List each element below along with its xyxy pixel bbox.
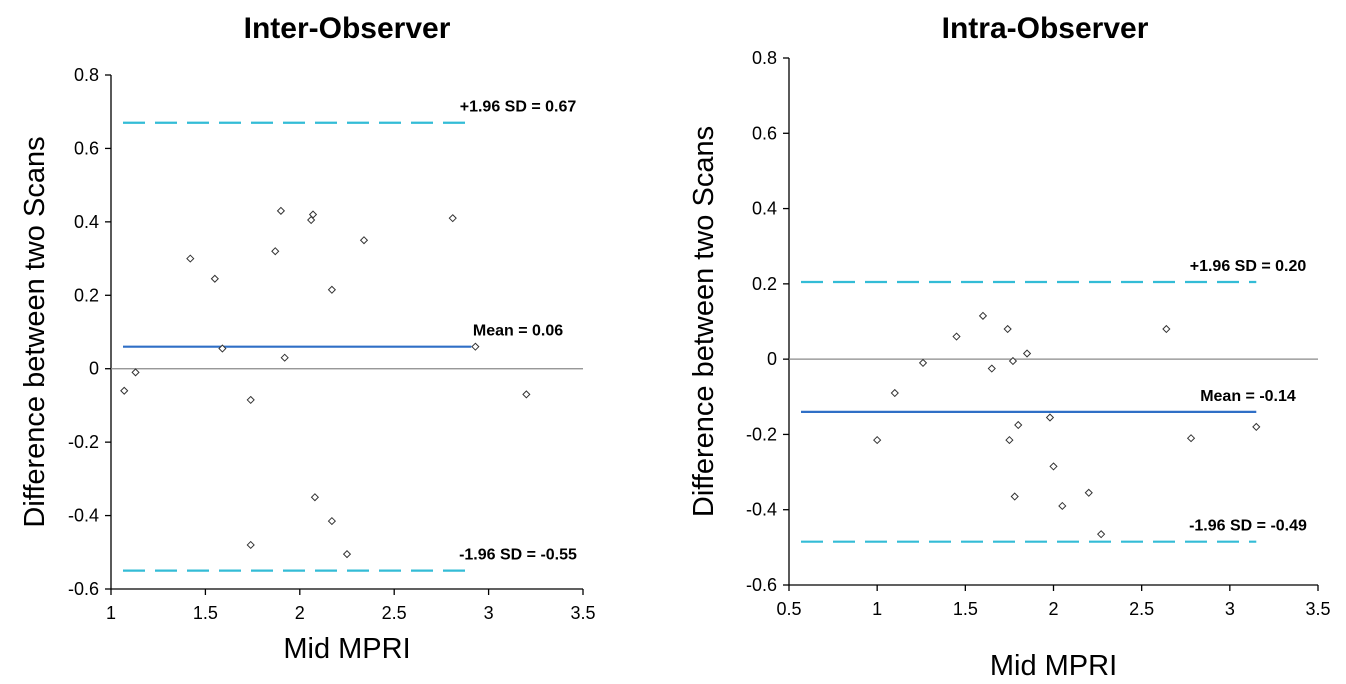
data-point xyxy=(342,550,352,559)
upper-limit-label: +1.96 SD = 0.67 xyxy=(460,99,577,116)
x-tick-label: 1.5 xyxy=(193,603,218,623)
y-tick-label: -0.6 xyxy=(68,579,99,599)
y-tick-label: 0.4 xyxy=(752,199,777,219)
y-tick-label: 0.2 xyxy=(74,285,99,305)
data-point xyxy=(952,332,961,341)
x-tick-label: 2 xyxy=(295,603,305,623)
data-point xyxy=(120,386,129,395)
data-point xyxy=(1010,492,1019,501)
data-point xyxy=(327,285,337,294)
data-point xyxy=(1022,349,1032,358)
x-tick-label: 3 xyxy=(1225,599,1235,619)
data-point xyxy=(890,388,899,398)
data-point xyxy=(280,353,289,362)
x-tick-label: 1 xyxy=(106,603,116,623)
data-point xyxy=(246,395,255,405)
x-tick-label: 1.5 xyxy=(953,599,978,619)
y-tick-label: 0.4 xyxy=(74,212,99,232)
y-tick-label: 0 xyxy=(89,359,99,379)
x-axis-title: Mid MPRI xyxy=(990,650,1117,682)
mean-label: Mean = 0.06 xyxy=(473,323,563,340)
data-point xyxy=(1008,356,1018,366)
data-point xyxy=(131,368,140,377)
chart-title: Inter-Observer xyxy=(244,12,451,45)
chart-panel-intra-observer: Intra-Observer 0.8 0.6 0.4 0.2 0 -0.2 -0.4 -0.6 0… xyxy=(688,12,1331,682)
data-point xyxy=(1084,488,1093,497)
y-tick-label: 0 xyxy=(767,349,777,369)
data-point xyxy=(1005,435,1014,445)
upper-limit-label: +1.96 SD = 0.20 xyxy=(1190,258,1307,275)
data-point xyxy=(271,247,280,256)
data-point xyxy=(1252,422,1261,432)
y-tick-label: -0.2 xyxy=(68,432,99,452)
mean-label: Mean = -0.14 xyxy=(1200,388,1296,405)
data-point xyxy=(987,364,996,373)
data-point xyxy=(471,342,480,351)
y-tick-label: 0.2 xyxy=(752,274,777,294)
x-tick-label: 0.5 xyxy=(776,599,801,619)
data-point xyxy=(1014,420,1023,430)
x-tick-label: 2.5 xyxy=(382,603,407,623)
lower-limit-label: -1.96 SD = -0.55 xyxy=(459,547,577,564)
data-point xyxy=(1058,501,1067,511)
x-tick-label: 3.5 xyxy=(1305,599,1330,619)
x-tick-label: 1 xyxy=(872,599,882,619)
x-tick-label: 2 xyxy=(1048,599,1058,619)
data-point xyxy=(1162,324,1171,334)
y-tick-label: -0.4 xyxy=(68,506,99,526)
data-point xyxy=(307,215,316,225)
data-point xyxy=(246,540,255,550)
y-tick-label: 0.6 xyxy=(752,123,777,143)
lower-limit-label: -1.96 SD = -0.49 xyxy=(1189,518,1307,535)
data-point xyxy=(873,435,882,445)
chart-panel-inter-observer: Inter-Observer 0.8 0.6 0.4 0.2 0 -0.2 -0.4 -0.6 1… xyxy=(19,12,596,665)
data-point xyxy=(1045,413,1055,422)
data-point xyxy=(522,390,531,399)
x-axis-title: Mid MPRI xyxy=(283,633,410,665)
data-point xyxy=(310,493,320,502)
y-tick-label: -0.2 xyxy=(746,424,777,444)
data-point xyxy=(918,358,928,368)
data-point xyxy=(359,236,369,245)
data-point xyxy=(308,210,318,219)
data-point xyxy=(448,214,457,223)
y-tick-label: 0.8 xyxy=(74,65,99,85)
y-tick-label: -0.6 xyxy=(746,575,777,595)
data-point xyxy=(1049,462,1058,471)
y-axis-title: Difference between two Scans xyxy=(688,126,720,517)
y-tick-label: 0.8 xyxy=(752,48,777,68)
data-point xyxy=(276,206,286,215)
x-tick-label: 2.5 xyxy=(1129,599,1154,619)
data-point xyxy=(978,311,988,320)
chart-title: Intra-Observer xyxy=(942,12,1149,45)
data-point xyxy=(1097,530,1106,539)
y-axis-title: Difference between two Scans xyxy=(19,136,51,527)
data-point xyxy=(327,516,337,526)
data-point xyxy=(210,274,219,283)
x-tick-label: 3.5 xyxy=(570,603,595,623)
y-tick-label: 0.6 xyxy=(74,138,99,158)
y-tick-label: -0.4 xyxy=(746,500,777,520)
data-point xyxy=(186,254,195,263)
data-point xyxy=(218,344,227,353)
data-point xyxy=(1186,434,1196,443)
data-point xyxy=(1003,324,1012,334)
x-tick-label: 3 xyxy=(484,603,494,623)
